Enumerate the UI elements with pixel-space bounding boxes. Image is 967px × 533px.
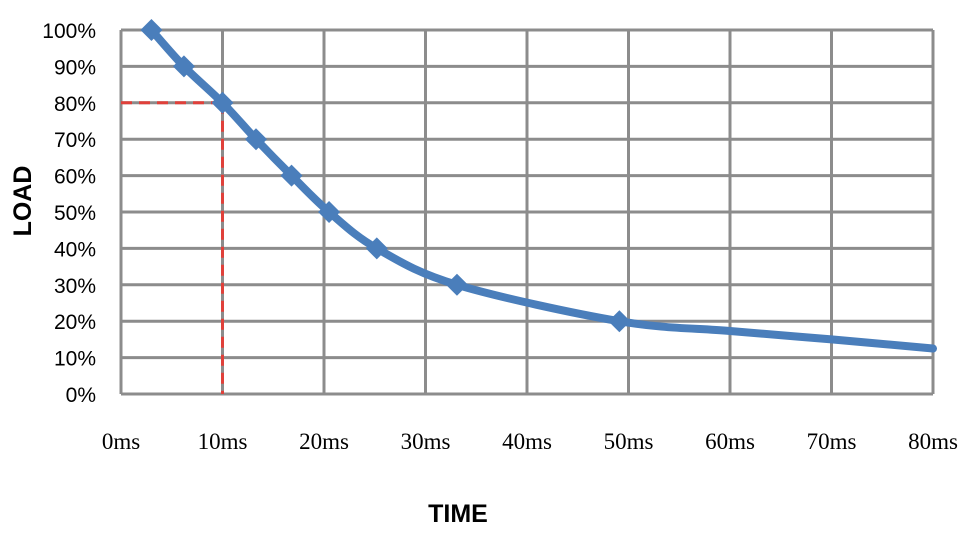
series-line [147,26,937,353]
y-tick-label: 0% [66,384,96,407]
data-point-marker [172,55,195,78]
y-tick-label: 80% [54,93,96,116]
y-tick-label: 30% [54,275,96,298]
y-tick-label: 100% [42,20,96,43]
x-tick-labels: 0ms 10ms 20ms 30ms 40ms 50ms 60ms 70ms 80ms [102,429,958,454]
data-point-marker [211,91,234,114]
x-tick-label: 40ms [502,429,552,454]
y-tick-label: 40% [54,238,96,261]
x-tick-label: 70ms [807,429,857,454]
x-tick-label: 10ms [198,429,248,454]
y-tick-label: 90% [54,56,96,79]
x-tick-label: 30ms [401,429,451,454]
y-axis-label: LOAD [9,166,37,237]
data-point-marker [365,237,388,260]
series-load [140,19,937,353]
data-point-marker [318,201,341,223]
y-tick-label: 70% [54,129,96,152]
y-tick-label: 20% [54,311,96,334]
y-tick-labels: 0% 10% 20% 30% 40% 50% 60% 70% 80% 90% 100% [42,20,96,407]
x-tick-label: 80ms [908,429,958,454]
y-tick-label: 50% [54,202,96,225]
data-point-marker [140,19,163,41]
x-tick-label: 0ms [102,429,140,454]
x-tick-label: 60ms [705,429,755,454]
x-tick-label: 50ms [604,429,654,454]
data-point-marker [280,164,303,187]
data-point-marker [244,128,267,151]
reference-lines [121,101,224,394]
x-tick-label: 20ms [299,429,349,454]
y-tick-label: 60% [54,166,96,189]
x-axis-label: TIME [428,500,488,528]
data-point-marker [445,273,468,296]
data-point-marker [608,310,631,333]
y-tick-label: 10% [54,348,96,371]
